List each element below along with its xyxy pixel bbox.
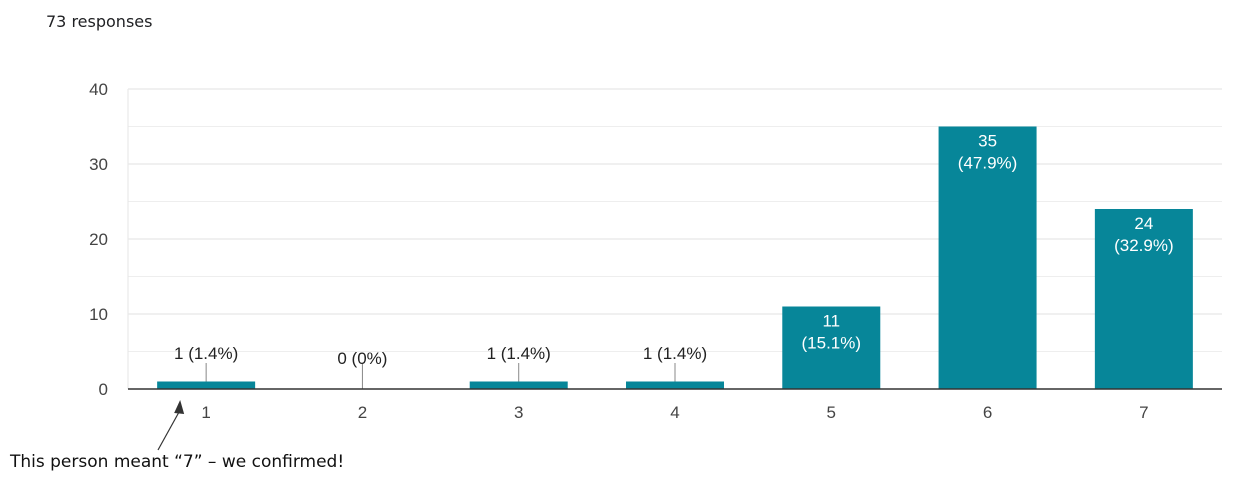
y-tick-label: 10 — [89, 305, 108, 324]
x-tick-label: 5 — [827, 403, 836, 422]
x-tick-label: 7 — [1139, 403, 1148, 422]
data-label: 1 (1.4%) — [643, 344, 707, 363]
data-label: 0 (0%) — [337, 349, 387, 368]
annotation-arrow-line — [157, 409, 181, 451]
data-label-value: 24 — [1134, 214, 1153, 233]
responses-count: 73 responses — [46, 12, 153, 31]
y-tick-label: 20 — [89, 230, 108, 249]
x-tick-label: 1 — [201, 403, 210, 422]
annotation-arrow-head — [174, 400, 185, 414]
data-label-value: 35 — [978, 132, 997, 151]
x-tick-label: 2 — [358, 403, 367, 422]
y-tick-label: 30 — [89, 155, 108, 174]
x-tick-label: 6 — [983, 403, 992, 422]
bar — [157, 381, 256, 389]
y-tick-label: 40 — [89, 80, 108, 99]
bar — [1094, 209, 1193, 389]
x-tick-label: 4 — [670, 403, 679, 422]
data-label-percent: (15.1%) — [802, 334, 862, 353]
annotation-text: This person meant “7” – we confirmed! — [10, 452, 345, 472]
bar — [469, 381, 568, 389]
bar — [626, 381, 724, 389]
bar — [782, 306, 881, 389]
x-tick-label: 3 — [514, 403, 523, 422]
data-label: 1 (1.4%) — [174, 344, 238, 363]
bar — [938, 126, 1037, 389]
y-tick-label: 0 — [99, 380, 108, 399]
data-label-percent: (32.9%) — [1114, 236, 1174, 255]
data-label: 1 (1.4%) — [487, 344, 551, 363]
data-label-value: 11 — [822, 312, 840, 331]
data-label-percent: (47.9%) — [958, 154, 1018, 173]
